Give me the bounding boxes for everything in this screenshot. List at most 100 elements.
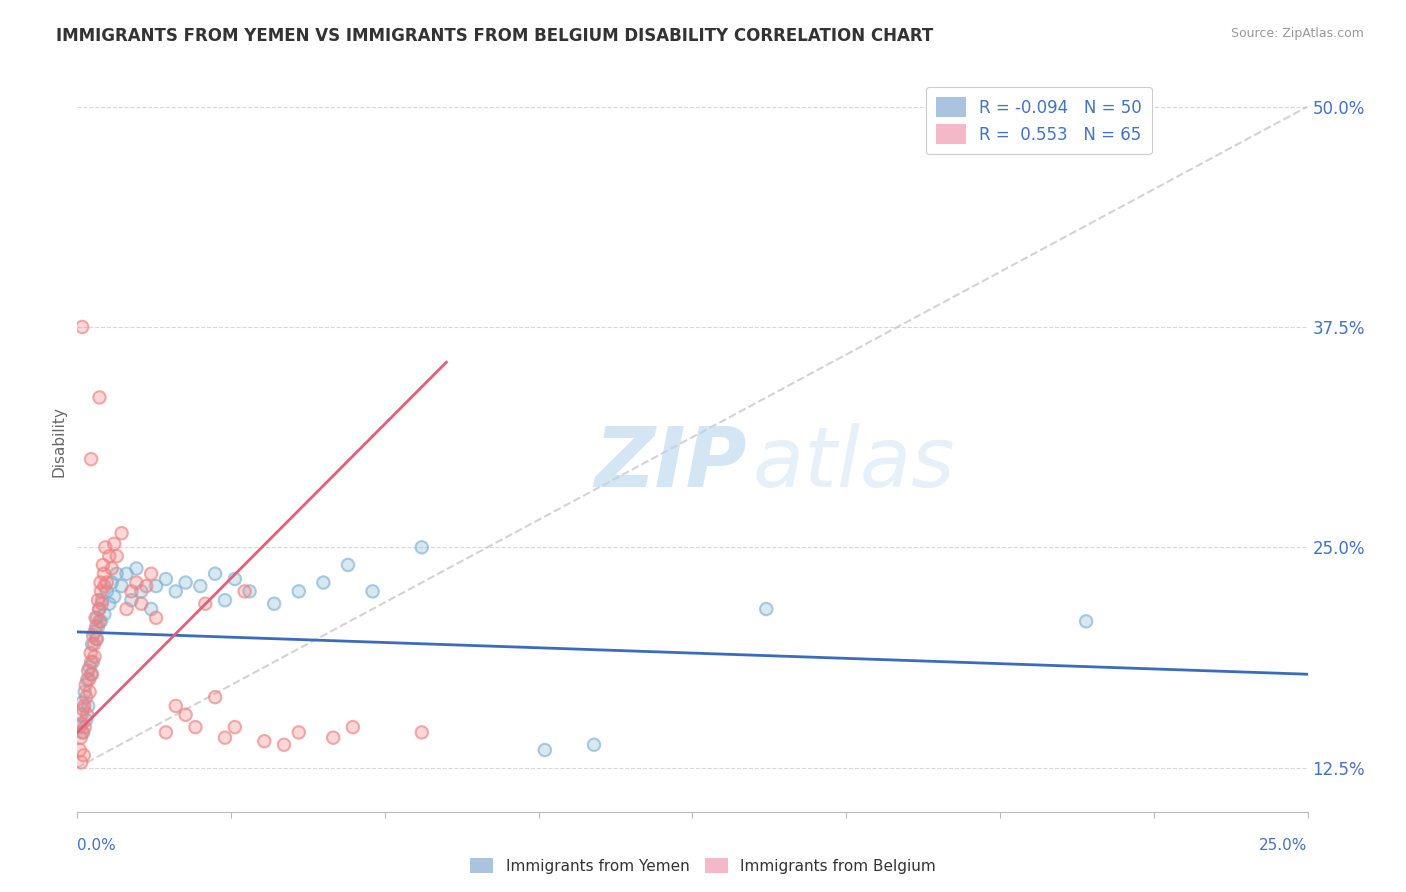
Text: atlas: atlas: [595, 423, 955, 504]
Point: [224, 572, 246, 586]
Point: [121, 584, 143, 599]
Point: [103, 590, 125, 604]
Point: [103, 537, 125, 551]
Point: [145, 611, 167, 625]
Point: [76, 673, 98, 687]
Point: [73, 698, 96, 713]
Point: [534, 743, 557, 757]
Point: [73, 720, 96, 734]
Point: [87, 602, 110, 616]
Point: [72, 702, 94, 716]
Point: [70, 756, 93, 770]
Point: [89, 575, 111, 590]
Point: [80, 655, 103, 669]
Point: [125, 561, 148, 575]
Point: [73, 748, 96, 763]
Point: [121, 584, 143, 599]
Point: [77, 664, 100, 678]
Point: [87, 593, 110, 607]
Point: [115, 602, 138, 616]
Point: [188, 579, 212, 593]
Point: [111, 526, 132, 541]
Point: [69, 731, 91, 745]
Point: [91, 558, 114, 572]
Point: [90, 597, 114, 611]
Point: [96, 584, 118, 599]
Point: [83, 637, 105, 651]
Point: [273, 738, 295, 752]
Point: [70, 707, 93, 722]
Point: [83, 624, 105, 639]
Point: [69, 731, 91, 745]
Text: Source: ZipAtlas.com: Source: ZipAtlas.com: [1230, 27, 1364, 40]
Point: [76, 707, 98, 722]
Point: [125, 575, 148, 590]
Point: [76, 673, 98, 687]
Point: [75, 678, 97, 692]
Point: [84, 632, 107, 646]
Point: [174, 575, 197, 590]
Y-axis label: Disability: Disability: [51, 406, 66, 477]
Point: [90, 593, 114, 607]
Point: [77, 698, 100, 713]
Point: [233, 584, 256, 599]
Point: [337, 558, 360, 572]
Text: ZIP: ZIP: [595, 423, 747, 504]
Point: [90, 615, 112, 629]
Point: [96, 575, 118, 590]
Point: [90, 593, 114, 607]
Point: [77, 664, 100, 678]
Point: [322, 731, 344, 745]
Point: [80, 452, 103, 467]
Point: [86, 611, 108, 625]
Point: [84, 611, 107, 625]
Point: [73, 685, 96, 699]
Point: [90, 584, 112, 599]
Point: [337, 558, 360, 572]
Point: [75, 678, 97, 692]
Point: [89, 615, 111, 629]
Point: [77, 673, 100, 687]
Point: [89, 391, 111, 405]
Point: [361, 584, 384, 599]
Point: [204, 566, 226, 581]
Point: [312, 575, 335, 590]
Point: [83, 649, 105, 664]
Point: [79, 660, 101, 674]
Point: [165, 698, 187, 713]
Point: [69, 743, 91, 757]
Point: [233, 584, 256, 599]
Point: [129, 597, 153, 611]
Point: [155, 725, 177, 739]
Point: [174, 575, 197, 590]
Point: [755, 602, 778, 616]
Point: [75, 713, 97, 727]
Point: [82, 667, 104, 681]
Point: [534, 743, 557, 757]
Point: [84, 632, 107, 646]
Point: [411, 725, 433, 739]
Point: [82, 628, 104, 642]
Legend: R = -0.094   N = 50, R =  0.553   N = 65: R = -0.094 N = 50, R = 0.553 N = 65: [925, 87, 1152, 154]
Point: [84, 620, 107, 634]
Point: [87, 620, 110, 634]
Point: [273, 738, 295, 752]
Point: [755, 602, 778, 616]
Point: [94, 541, 117, 555]
Point: [101, 575, 124, 590]
Point: [72, 702, 94, 716]
Point: [86, 611, 108, 625]
Point: [89, 575, 111, 590]
Point: [239, 584, 262, 599]
Point: [98, 549, 121, 563]
Text: 25.0%: 25.0%: [1260, 838, 1308, 853]
Point: [129, 597, 153, 611]
Point: [89, 391, 111, 405]
Point: [80, 655, 103, 669]
Text: IMMIGRANTS FROM YEMEN VS IMMIGRANTS FROM BELGIUM DISABILITY CORRELATION CHART: IMMIGRANTS FROM YEMEN VS IMMIGRANTS FROM…: [56, 27, 934, 45]
Point: [115, 566, 138, 581]
Point: [204, 690, 226, 705]
Point: [73, 698, 96, 713]
Point: [155, 725, 177, 739]
Point: [70, 725, 93, 739]
